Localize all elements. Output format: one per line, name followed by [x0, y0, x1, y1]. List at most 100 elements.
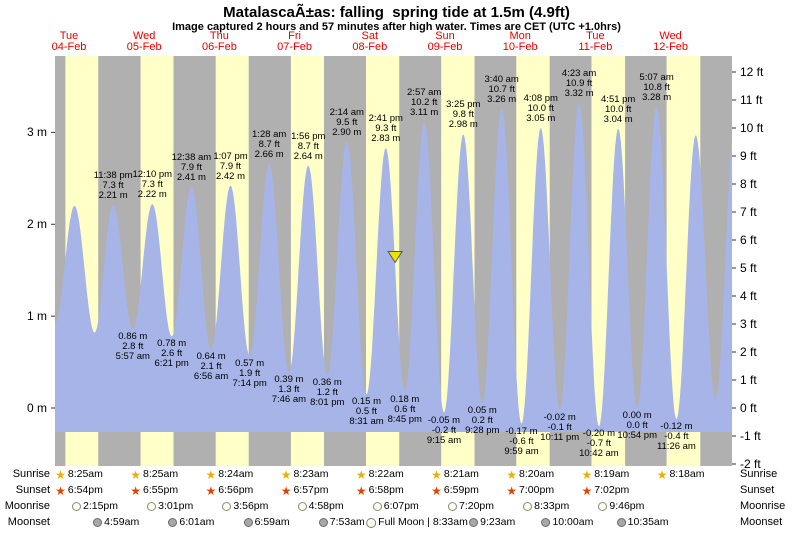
sunset-entry: ★ 6:58pm: [356, 484, 404, 497]
tide-height-ft: -0.4 ft: [664, 431, 689, 442]
day-date: 12-Feb: [653, 41, 689, 53]
tide-time: 2:14 am: [329, 106, 364, 118]
moonrise-time: 7:20pm: [458, 500, 495, 512]
tide-height-ft: 1.3 ft: [278, 384, 300, 396]
low-tide-label: -0.20 m -0.7 ft 10:42 am: [579, 429, 619, 459]
low-tide-label: -0.05 m -0.2 ft 9:15 am: [426, 415, 462, 446]
high-tide-label: 4:08 pm 10.0 ft 3.05 m: [524, 93, 558, 124]
tide-height-m: 2.98 m: [448, 119, 478, 131]
sunset-entry: ★ 6:54pm: [55, 484, 103, 497]
tide-height-ft: 1.2 ft: [316, 386, 338, 398]
tide-time: 12:38 am: [171, 151, 212, 163]
high-tide-label: 4:51 pm 10.0 ft 3.04 m: [601, 94, 635, 125]
sunrise-time: 8:25am: [143, 468, 179, 480]
sunrise-entry: ★ 8:22am: [356, 468, 404, 481]
y-axis-right-label: 6 ft: [740, 233, 757, 247]
tide-time: 9:15 am: [426, 434, 462, 446]
moonrise-moon-icon: [71, 502, 81, 511]
high-tide-label: 11:38 pm 7.3 ft 2.21 m: [94, 171, 133, 201]
tide-height-ft: 9.5 ft: [336, 116, 358, 128]
day-date: 10-Feb: [502, 41, 538, 53]
day-name: Tue: [59, 30, 79, 42]
tide-height-m: 3.11 m: [410, 107, 439, 119]
day-label: Thu 06-Feb: [202, 31, 237, 53]
y-axis-right-label: -2 ft: [740, 457, 761, 471]
sunrise-time: 8:23am: [293, 468, 329, 480]
moonrise-moon-icon: [372, 502, 382, 511]
tide-height-m: -0.02 m: [543, 411, 576, 423]
y-axis-left-label: 3 m: [26, 125, 47, 140]
tide-height-ft: 1.9 ft: [239, 367, 261, 379]
sunrise-entry: ★ 8:24am: [205, 468, 253, 481]
moonrise-moon-icon: [147, 502, 157, 511]
sunrise-star-icon: ★: [55, 467, 66, 482]
moonrise-time: 8:33pm: [534, 500, 570, 512]
tide-height-m: 2.66 m: [254, 148, 284, 160]
y-axis-right-label: 0 ft: [740, 401, 757, 415]
tide-height-m: 3.28 m: [642, 91, 672, 103]
low-tide-label: 0.05 m 0.2 ft 9:28 pm: [465, 406, 499, 436]
moonset-entry: 6:01am: [168, 516, 214, 529]
y-axis-right-label: 5 ft: [740, 261, 757, 275]
moonrise-time: 9:46pm: [609, 500, 645, 512]
tide-time: 1:28 am: [252, 128, 287, 140]
day-label: Tue 04-Feb: [52, 31, 87, 53]
high-tide-label: 1:56 pm 8.7 ft 2.64 m: [291, 130, 326, 162]
tide-time: 3:40 am: [484, 73, 519, 85]
day-date: 07-Feb: [277, 41, 313, 53]
low-tide-label: 0.15 m 0.5 ft 8:31 am: [349, 397, 383, 427]
tide-height-m: 0.64 m: [196, 351, 226, 363]
tide-height-ft: 9.3 ft: [375, 123, 397, 134]
sunrise-time: 8:21am: [443, 468, 479, 480]
tide-height-m: 0.15 m: [351, 396, 382, 408]
y-axis-right-label: -1 ft: [740, 429, 761, 443]
y-axis-right-label: 1 ft: [740, 373, 757, 387]
day-label: Wed 05-Feb: [127, 31, 162, 53]
tide-height-ft: 10.9 ft: [565, 78, 593, 89]
tide-time: 9:28 pm: [465, 425, 500, 437]
moonrise-entry: 9:46pm: [598, 500, 644, 513]
tide-time: 3:25 pm: [446, 99, 481, 111]
y-axis-right-label: 12 ft: [740, 65, 764, 79]
moonrise-entry: 7:20pm: [447, 500, 495, 513]
day-name: Tue: [586, 30, 605, 42]
tide-height-ft: 10.7 ft: [488, 83, 515, 95]
y-axis-right-label: 2 ft: [740, 345, 757, 359]
sunrise-star-icon: ★: [355, 467, 367, 482]
tide-height-ft: 9.8 ft: [452, 109, 474, 121]
tide-time: 1:56 pm: [291, 130, 326, 142]
high-tide-label: 2:57 am 10.2 ft 3.11 m: [407, 88, 441, 118]
moonset-entry: 7:53am: [318, 516, 365, 529]
y-axis-right-label: 3 ft: [740, 317, 757, 331]
tide-height-m: 0.57 m: [235, 357, 265, 369]
astro-row-label-right: Sunset: [740, 484, 775, 496]
day-date: 05-Feb: [126, 41, 162, 53]
sunrise-time: 8:19am: [594, 468, 630, 480]
sunrise-entry: ★ 8:23am: [281, 468, 329, 481]
day-date: 08-Feb: [352, 41, 388, 53]
y-axis-left-label: 2 m: [26, 217, 47, 232]
tide-height-m: 0.00 m: [622, 410, 652, 421]
tide-time: 8:31 am: [349, 416, 384, 428]
tide-height-ft: -0.7 ft: [586, 438, 612, 450]
tide-height-ft: 10.0 ft: [527, 102, 555, 114]
sunrise-time: 8:18am: [669, 468, 705, 480]
moonset-time: 7:53am: [329, 516, 365, 528]
moonset-entry: 9:23am: [469, 516, 515, 529]
low-tide-label: 0.18 m 0.6 ft 8:45 pm: [387, 394, 422, 425]
high-tide-label: 3:40 am 10.7 ft 3.26 m: [484, 73, 519, 105]
tide-height-m: 3.32 m: [564, 88, 594, 99]
sunrise-star-icon: ★: [130, 467, 142, 482]
moonrise-time: 3:01pm: [158, 500, 194, 512]
low-tide-label: 0.86 m 2.8 ft 5:57 am: [116, 332, 150, 362]
sunset-time: 6:55pm: [143, 484, 179, 496]
high-tide-label: 4:23 am 10.9 ft 3.32 m: [562, 69, 596, 99]
tide-time: 10:54 pm: [617, 430, 657, 441]
low-tide-label: 0.39 m 1.3 ft 7:46 am: [272, 375, 306, 405]
sunset-star-icon: ★: [205, 483, 217, 498]
moonrise-moon-icon: [222, 502, 232, 511]
sunset-star-icon: ★: [280, 483, 292, 498]
tide-time: 8:45 pm: [387, 413, 422, 425]
low-tide-label: 0.57 m 1.9 ft 7:14 pm: [233, 357, 267, 389]
